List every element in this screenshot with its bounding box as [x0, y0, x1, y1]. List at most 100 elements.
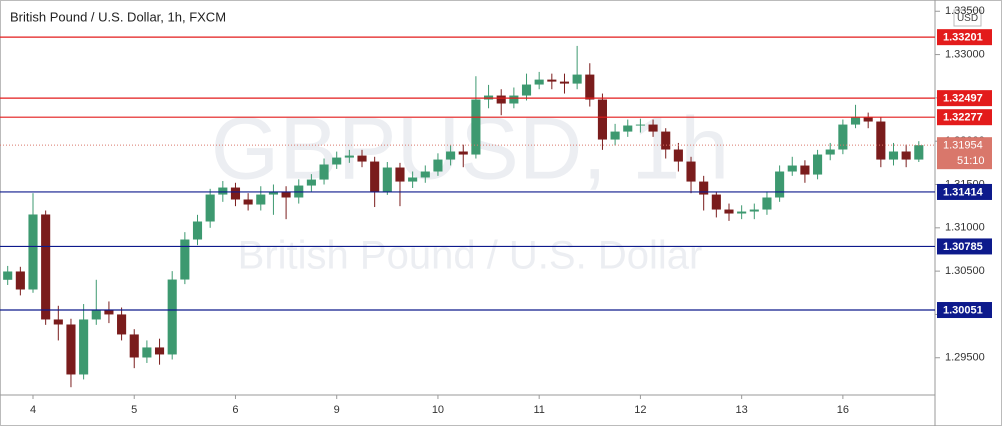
x-tick-label: 9 [334, 404, 340, 416]
candle-body [91, 309, 101, 320]
level-label: 1.31414 [943, 186, 984, 198]
x-tick-label: 13 [736, 404, 748, 416]
watermark-subtitle: British Pound / U.S. Dollar [238, 234, 703, 278]
last-price-box [937, 137, 992, 170]
candle-body [458, 151, 468, 155]
level-label: 1.30785 [943, 241, 983, 253]
y-tick-label: 1.29500 [945, 352, 985, 364]
level-label: 1.33201 [943, 32, 983, 44]
candle-body [623, 125, 633, 132]
candle-body [66, 324, 76, 375]
candle-body [888, 151, 899, 160]
candle-body [484, 95, 494, 100]
candle-body [711, 194, 721, 210]
x-tick-label: 4 [30, 404, 36, 416]
x-tick-label: 6 [232, 404, 238, 416]
candle-body [838, 124, 848, 150]
candle-body [230, 187, 241, 200]
candle-body [446, 151, 456, 160]
candle-body [332, 157, 342, 165]
candle-body [572, 74, 582, 84]
candle-body [800, 165, 810, 175]
candle-body [243, 199, 253, 205]
level-label-box [937, 109, 992, 126]
candle-body [79, 319, 89, 375]
candle-body [41, 214, 51, 320]
level-label-box [937, 238, 992, 255]
candle-body [521, 84, 532, 96]
level-label-box [937, 302, 992, 319]
candle-body [180, 239, 190, 280]
watermark: GBPUSD, 1h [211, 98, 729, 197]
y-tick-label: 1.33000 [945, 48, 985, 60]
last-price-label: 1.31954 [943, 140, 983, 152]
candle-body [509, 95, 519, 104]
candle-body [117, 314, 127, 335]
candle-body [863, 117, 873, 122]
candle-body [205, 194, 215, 222]
candle-body [433, 159, 443, 172]
candle-body [319, 164, 329, 180]
candle-body [699, 181, 709, 195]
candle-body [850, 117, 861, 125]
x-tick-label: 11 [533, 404, 544, 416]
currency: USD [957, 13, 978, 24]
level-label: 1.32277 [943, 112, 983, 124]
candle-body [104, 309, 114, 315]
y-tick-label: 1.31000 [945, 222, 985, 234]
candle-body [344, 155, 354, 158]
x-tick-label: 12 [634, 404, 646, 416]
countdown: 51:10 [957, 155, 985, 167]
candle-body [876, 121, 886, 160]
candle-body [585, 74, 595, 100]
candle-body [547, 79, 557, 82]
candle-body [787, 165, 797, 172]
candle-body [737, 211, 747, 214]
candle-body [534, 79, 544, 85]
candle-body [635, 124, 645, 126]
candle-body [256, 194, 266, 205]
candle-body [813, 154, 823, 175]
candle-body [901, 151, 911, 160]
x-tick-label: 5 [131, 404, 137, 416]
candle-body [496, 95, 506, 104]
candle-body [471, 99, 481, 155]
candle-body [420, 171, 430, 178]
y-tick-label: 1.33500 [945, 5, 985, 17]
candle-body [661, 131, 671, 150]
candle-body [167, 279, 177, 355]
level-label-box [937, 183, 992, 200]
candle-body [749, 209, 759, 212]
candle-body [268, 191, 278, 195]
candle-body [28, 214, 38, 290]
candle-body [395, 167, 405, 182]
candle-body [775, 171, 785, 198]
level-label-box [937, 29, 992, 46]
candle-body [408, 177, 418, 182]
chart-title: British Pound / U.S. Dollar, 1h, FXCM [10, 9, 226, 24]
candle-body [218, 187, 228, 195]
candle-body [3, 271, 13, 280]
candle-body [610, 131, 620, 140]
candle-body [724, 209, 734, 214]
x-tick-label: 16 [837, 404, 849, 416]
candle-body [382, 167, 392, 192]
candle-body [142, 347, 152, 358]
candle-body [192, 221, 203, 240]
candle-body [357, 155, 367, 162]
candle-body [762, 197, 772, 210]
x-tick-label: 10 [432, 404, 444, 416]
candle-body [370, 161, 380, 192]
candle-body [306, 179, 316, 186]
y-tick-label: 1.30500 [945, 265, 985, 277]
candle-body [597, 99, 608, 140]
candle-body [559, 81, 570, 84]
candle-body [15, 271, 25, 290]
candle-body [673, 149, 683, 162]
candle-body [686, 161, 696, 182]
level-label-box [937, 90, 992, 107]
candle-body [53, 319, 63, 325]
candle-body [648, 124, 658, 132]
candle-body [281, 191, 291, 198]
